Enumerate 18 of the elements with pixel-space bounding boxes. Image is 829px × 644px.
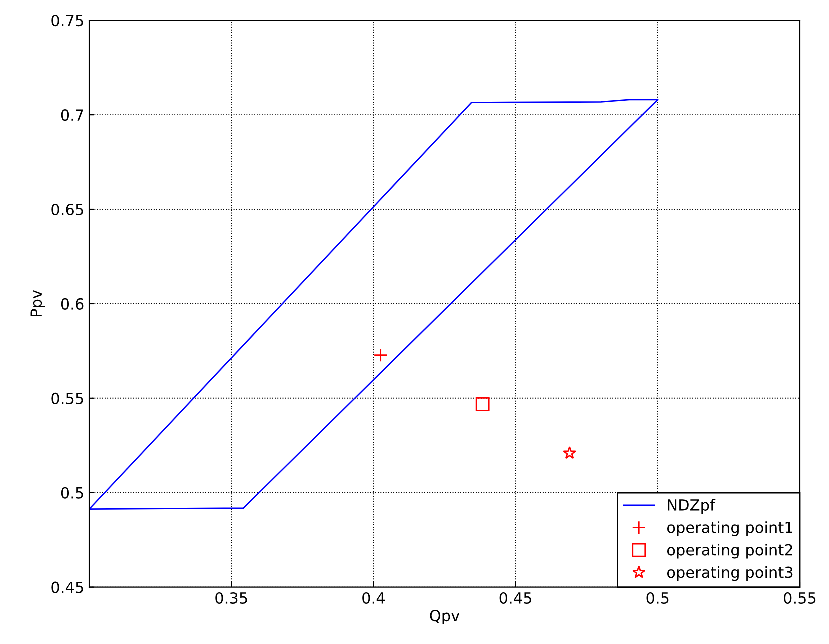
- y-tick-label: 0.7: [61, 110, 84, 122]
- y-tick-label: 0.45: [52, 582, 84, 594]
- x-tick-label: 0.5: [646, 592, 669, 604]
- y-tick-label: 0.55: [52, 392, 84, 404]
- y-axis-title: Ppv: [30, 290, 46, 316]
- legend-label: operating point2: [667, 544, 792, 559]
- legend-label: NDZpf: [668, 499, 716, 514]
- y-tick-label: 0.65: [52, 204, 84, 216]
- x-tick-label: 0.55: [784, 592, 816, 604]
- legend-label: operating point3: [667, 566, 793, 582]
- x-axis-title: Qpv: [430, 610, 460, 625]
- x-tick-label: 0.35: [216, 592, 248, 604]
- y-tick-label: 0.5: [61, 487, 84, 499]
- x-tick-label: 0.4: [362, 592, 386, 604]
- y-tick-label: 0.75: [52, 15, 84, 27]
- x-tick-label: 0.45: [500, 592, 532, 604]
- y-tick-label: 0.6: [61, 298, 84, 310]
- legend-label: operating point1: [667, 522, 792, 536]
